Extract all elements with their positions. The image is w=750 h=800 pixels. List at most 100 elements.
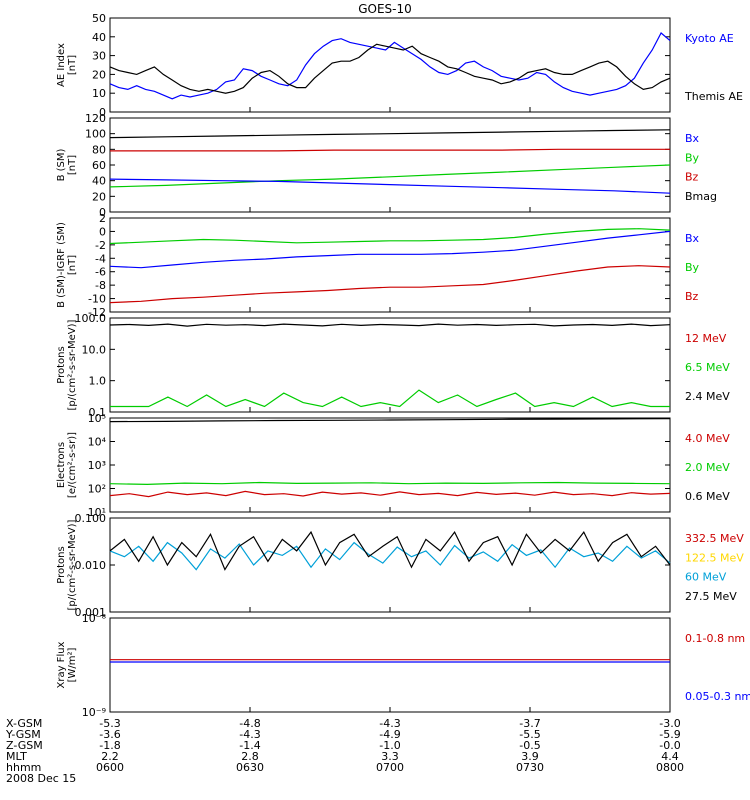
- footer-value: 3.9: [521, 750, 539, 763]
- legend-entry: 6.5 MeV: [685, 361, 730, 374]
- legend-entry: 27.5 MeV: [685, 590, 737, 603]
- footer-value: -3.6: [99, 728, 120, 741]
- y-tick-label: 30: [92, 50, 106, 63]
- footer-value: 4.4: [661, 750, 679, 763]
- y-tick-label: 0: [99, 206, 106, 219]
- footer-value: -1.4: [239, 739, 260, 752]
- panel-frame-protons_high: [109, 517, 671, 613]
- footer-row-label: hhmm: [6, 761, 41, 774]
- series-line-bz: [109, 265, 671, 304]
- panel-frame-protons_low: [109, 317, 671, 413]
- series-line-6-5-mev: [110, 389, 670, 408]
- footer-value: 0730: [516, 761, 544, 774]
- footer-row-label: X-GSM: [6, 717, 42, 730]
- footer-value: 0800: [656, 761, 684, 774]
- legend-entry: 0.1-0.8 nm: [685, 632, 745, 645]
- legend-entry: Bx: [685, 232, 700, 245]
- y-tick-label: 60: [92, 159, 106, 172]
- y-tick-label: 10: [92, 87, 106, 100]
- footer-value: 0600: [96, 761, 124, 774]
- y-tick-label: 120: [85, 112, 106, 125]
- footer-value: -4.9: [379, 728, 400, 741]
- series-line-4-0-mev: [109, 490, 671, 498]
- legend-entry: Bz: [685, 171, 699, 184]
- footer-value: -5.5: [519, 728, 540, 741]
- y-tick-label: 20: [92, 190, 106, 203]
- footer-row-label: MLT: [6, 750, 27, 763]
- y-axis-label: Protons: [56, 346, 67, 383]
- footer-value: -4.3: [379, 717, 400, 730]
- series-line-kyoto-ae: [109, 32, 671, 100]
- y-axis-label: [p/(cm²-s-sr-MeV)]: [67, 519, 78, 610]
- footer-value: -0.0: [659, 739, 680, 752]
- footer-row-label: Z-GSM: [6, 739, 43, 752]
- y-axis-label: [nT]: [67, 55, 78, 75]
- y-tick-label: 40: [92, 175, 106, 188]
- footer-value: -1.8: [99, 739, 120, 752]
- series-line-bmag: [109, 129, 671, 139]
- y-tick-label: -6: [95, 266, 106, 279]
- panel-frame-electrons: [109, 417, 671, 513]
- y-tick-label: 0.001: [75, 606, 107, 619]
- legend-entry: 122.5 MeV: [685, 551, 744, 564]
- y-tick-label: 10⁻⁹: [82, 706, 106, 719]
- y-tick-label: 40: [92, 31, 106, 44]
- y-tick-label: 100: [85, 128, 106, 141]
- y-tick-label: -12: [88, 306, 106, 319]
- y-tick-label: -8: [95, 279, 106, 292]
- legend-entry: Themis AE: [684, 90, 743, 103]
- legend-entry: Bz: [685, 290, 699, 303]
- series-line-bx: [109, 178, 671, 194]
- legend-entry: 332.5 MeV: [685, 532, 744, 545]
- footer-value: -4.3: [239, 728, 260, 741]
- footer-value: 2.2: [101, 750, 119, 763]
- panel-frame-xray: [109, 617, 671, 713]
- y-tick-label: 0: [99, 225, 106, 238]
- y-tick-label: 0: [99, 106, 106, 119]
- panel-frame-bfield: [109, 117, 671, 213]
- legend-entry: 0.05-0.3 nm: [685, 690, 750, 703]
- legend-entry: 4.0 MeV: [685, 432, 730, 445]
- series-line-2-4-mev: [109, 323, 671, 327]
- series-line-themis-ae: [109, 43, 671, 94]
- y-tick-label: 10²: [88, 483, 106, 496]
- footer-value: -3.7: [519, 717, 540, 730]
- legend-entry: Bx: [685, 132, 700, 145]
- legend-entry: By: [685, 261, 700, 274]
- y-tick-label: 10⁻⁸: [82, 612, 107, 625]
- footer-value: -5.3: [99, 717, 120, 730]
- y-axis-label: [e/(cm²-s-sr)]: [67, 432, 78, 498]
- y-axis-label: Protons: [56, 546, 67, 583]
- y-axis-label: Xray Flux: [56, 641, 67, 688]
- y-tick-label: 10.0: [82, 343, 107, 356]
- footer-value: -4.8: [239, 717, 260, 730]
- footer-value: 3.3: [381, 750, 399, 763]
- series-line-by: [109, 228, 671, 245]
- series-line-by: [109, 164, 671, 188]
- panel-frame-ae: [109, 17, 671, 113]
- y-tick-label: 10⁵: [88, 412, 106, 425]
- y-tick-label: 20: [92, 68, 106, 81]
- y-tick-label: 10¹: [88, 506, 106, 519]
- y-tick-label: 100.0: [75, 312, 107, 325]
- series-line-27-5-mev: [109, 530, 671, 571]
- y-axis-label: [p/(cm²-s-sr-MeV)]: [67, 319, 78, 410]
- footer-value: -5.9: [659, 728, 680, 741]
- series-line-bz: [110, 148, 670, 152]
- y-tick-label: -10: [88, 293, 106, 306]
- legend-entry: 0.6 MeV: [685, 490, 730, 503]
- legend-entry: 60 MeV: [685, 571, 727, 584]
- footer-value: -3.0: [659, 717, 680, 730]
- footer-row-label: Y-GSM: [5, 728, 41, 741]
- legend-entry: 2.0 MeV: [685, 461, 730, 474]
- y-axis-label: AE Index: [56, 43, 67, 87]
- y-tick-label: 2: [99, 212, 106, 225]
- series-line-bx: [109, 230, 671, 269]
- y-axis-label: [W/m²]: [67, 647, 78, 682]
- y-axis-label: B (SM): [56, 148, 67, 181]
- footer-value: -1.0: [379, 739, 400, 752]
- y-tick-label: 1.0: [89, 375, 107, 388]
- y-tick-label: 0.100: [75, 512, 107, 525]
- y-tick-label: -2: [95, 239, 106, 252]
